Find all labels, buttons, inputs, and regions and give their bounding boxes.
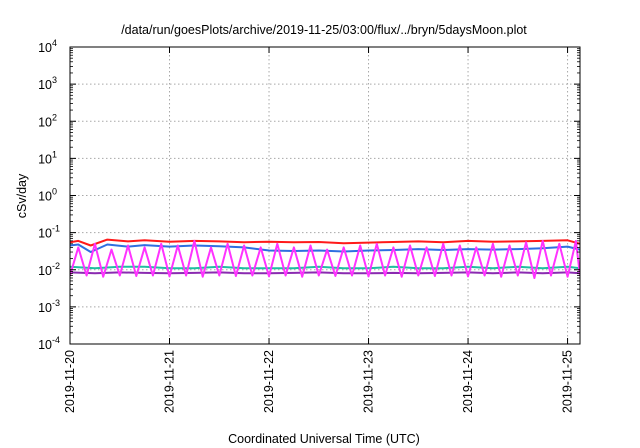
x-axis-label: Coordinated Universal Time (UTC) [228, 432, 420, 446]
axis-ticks [69, 46, 580, 345]
x-tick-label: 2019-11-20 [63, 350, 77, 413]
y-tick-exponent: -3 [52, 298, 60, 308]
x-tick-labels: 2019-11-20 2019-11-21 2019-11-22 2019-11-23… [63, 350, 575, 413]
y-axis-label: cSv/day [15, 173, 29, 218]
y-tick-exponent: 2 [52, 112, 57, 122]
x-tick-label: 2019-11-25 [561, 350, 575, 413]
y-tick-label: 10 [38, 338, 52, 352]
y-tick-label: 10 [38, 115, 52, 129]
y-tick-exponent: 0 [52, 187, 57, 197]
y-tick-label: 10 [38, 190, 52, 204]
y-tick-label: 10 [38, 227, 52, 241]
y-tick-exponent: -1 [52, 224, 60, 234]
x-tick-label: 2019-11-24 [461, 350, 475, 413]
y-tick-exponent: 3 [52, 75, 57, 85]
series-line [70, 238, 580, 247]
grid-lines [70, 47, 580, 344]
x-tick-label: 2019-11-22 [262, 350, 276, 413]
series-line [70, 265, 580, 270]
chart-title: /data/run/goesPlots/archive/2019-11-25/0… [121, 23, 527, 37]
y-tick-label: 10 [38, 264, 52, 278]
x-tick-label: 2019-11-21 [163, 350, 177, 413]
series-line [70, 271, 580, 275]
series-line [70, 243, 580, 253]
y-tick-label: 10 [38, 78, 52, 92]
x-tick-label: 2019-11-23 [362, 350, 376, 413]
series-line [70, 239, 580, 279]
y-tick-exponent: -4 [52, 335, 60, 345]
y-tick-exponent: 4 [52, 38, 57, 48]
y-tick-exponent: 1 [52, 149, 57, 159]
y-tick-label: 10 [38, 301, 52, 315]
y-tick-exponent: -2 [52, 261, 60, 271]
y-tick-label: 10 [38, 152, 52, 166]
y-tick-label: 10 [38, 41, 52, 55]
series-layer [70, 238, 580, 279]
